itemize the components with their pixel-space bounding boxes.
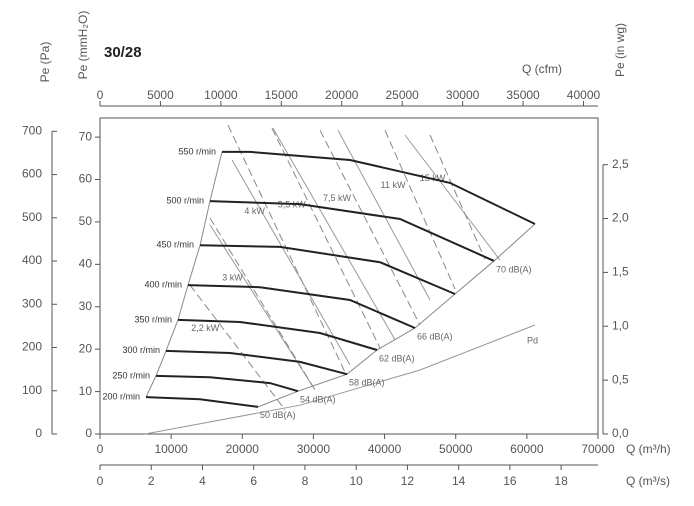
y-tick-label: 40 [79, 257, 93, 271]
x-tick-label: 5000 [147, 88, 174, 102]
noise-label: 62 dB(A) [379, 353, 415, 363]
power-line [384, 130, 456, 290]
y-tick-label: 500 [22, 210, 42, 224]
y-tick-label: 0 [85, 426, 92, 440]
power-line [429, 134, 486, 260]
y-tick-label: 1,0 [612, 318, 629, 332]
speed-label: 550 r/min [178, 146, 216, 156]
y-tick-label: 0 [35, 426, 42, 440]
dynamic-pressure-curve [144, 324, 536, 435]
dynamic-pressure-label: Pd [527, 335, 538, 345]
y-tick-label: 600 [22, 167, 42, 181]
x-tick-label: 0 [97, 442, 104, 456]
y-tick-label: 20 [79, 341, 93, 355]
speed-label: 350 r/min [134, 314, 172, 324]
speed-label: 300 r/min [122, 345, 160, 355]
speed-label: 200 r/min [102, 391, 140, 401]
power-label: 7,5 kW [323, 193, 352, 203]
y-tick-label: 60 [79, 172, 93, 186]
x-tick-label: 20000 [226, 442, 260, 456]
power-line [189, 284, 286, 411]
y-tick-label: 50 [79, 214, 93, 228]
noise-label: 54 dB(A) [300, 395, 336, 405]
speed-curve [187, 284, 416, 329]
boundary-line [145, 151, 223, 398]
noise-label: 70 dB(A) [496, 264, 532, 274]
x-tick-label: 35000 [506, 88, 540, 102]
power-label: 11 kW [381, 180, 406, 190]
x-tick-label: 4 [199, 474, 206, 488]
x-tick-label: 16 [503, 474, 517, 488]
x-tick-label: 8 [302, 474, 309, 488]
x-tick-label: 0 [97, 474, 104, 488]
speed-curve [222, 150, 536, 225]
y-tick-label: 70 [79, 129, 93, 143]
speed-label: 450 r/min [156, 240, 194, 250]
x-tick-label: 30000 [297, 442, 331, 456]
y-tick-label: 2,0 [612, 211, 629, 225]
speed-curve [145, 396, 259, 408]
x-tick-label: 0 [97, 88, 104, 102]
speed-curve [199, 244, 456, 295]
power-label: 3 kW [222, 273, 243, 283]
x-tick-label: 30000 [446, 88, 480, 102]
y-tick-label: 10 [79, 384, 93, 398]
y-tick-label: 700 [22, 123, 42, 137]
y-tick-label: 400 [22, 253, 42, 267]
x-tick-label: 15000 [265, 88, 299, 102]
x-tick-label: 40000 [368, 442, 402, 456]
y-tick-label: 2,5 [612, 157, 629, 171]
power-line [319, 130, 421, 326]
x-tick-label: 12 [401, 474, 415, 488]
noise-label: 66 dB(A) [417, 331, 453, 341]
y-tick-label: 300 [22, 296, 42, 310]
x-tick-label: 2 [148, 474, 155, 488]
y-tick-label: 200 [22, 340, 42, 354]
speed-curve [177, 318, 378, 351]
y-tick-label: 30 [79, 299, 93, 313]
x-tick-label: 40000 [567, 88, 601, 102]
x-tick-label: 18 [554, 474, 568, 488]
x-tick-label: 10 [349, 474, 363, 488]
efficiency-line [337, 130, 431, 301]
efficiency-line [272, 127, 396, 341]
speed-label: 250 r/min [112, 370, 150, 380]
power-line [271, 127, 381, 349]
noise-label: 50 dB(A) [260, 410, 296, 420]
x-tick-label: 60000 [510, 442, 544, 456]
speed-label: 400 r/min [144, 279, 182, 289]
y-tick-label: 0,0 [612, 426, 629, 440]
axis-title: Q (m³/s) [626, 474, 670, 488]
y-tick-label: 1,5 [612, 265, 629, 279]
chart-title: 30/28 [104, 44, 142, 61]
speed-curve [155, 374, 299, 393]
x-tick-label: 14 [452, 474, 466, 488]
speed-curve [209, 200, 495, 262]
x-tick-label: 10000 [154, 442, 188, 456]
power-label: 4 kW [244, 206, 265, 216]
efficiency-line [231, 159, 351, 366]
y-tick-label: 0,5 [612, 372, 629, 386]
axis-title: Pe (mmH₂O) [76, 11, 90, 80]
speed-label: 500 r/min [166, 196, 204, 206]
axis-title: Pe (in wg) [613, 23, 627, 77]
y-tick-label: 100 [22, 383, 42, 397]
power-label: 2,2 kW [191, 323, 220, 333]
x-tick-label: 6 [250, 474, 257, 488]
efficiency-line [404, 134, 501, 261]
axis-title: Q (cfm) [522, 62, 562, 76]
x-tick-label: 10000 [204, 88, 238, 102]
x-tick-label: 50000 [439, 442, 473, 456]
power-line [209, 217, 316, 391]
axis-title: Q (m³/h) [626, 442, 671, 456]
x-tick-label: 20000 [325, 88, 359, 102]
boundary-line [257, 223, 536, 408]
x-tick-label: 70000 [581, 442, 615, 456]
x-tick-label: 25000 [385, 88, 419, 102]
axis-title: Pe (Pa) [38, 42, 52, 83]
speed-curve [165, 349, 348, 376]
power-label: 15 kW [420, 173, 446, 183]
noise-label: 58 dB(A) [349, 378, 385, 388]
